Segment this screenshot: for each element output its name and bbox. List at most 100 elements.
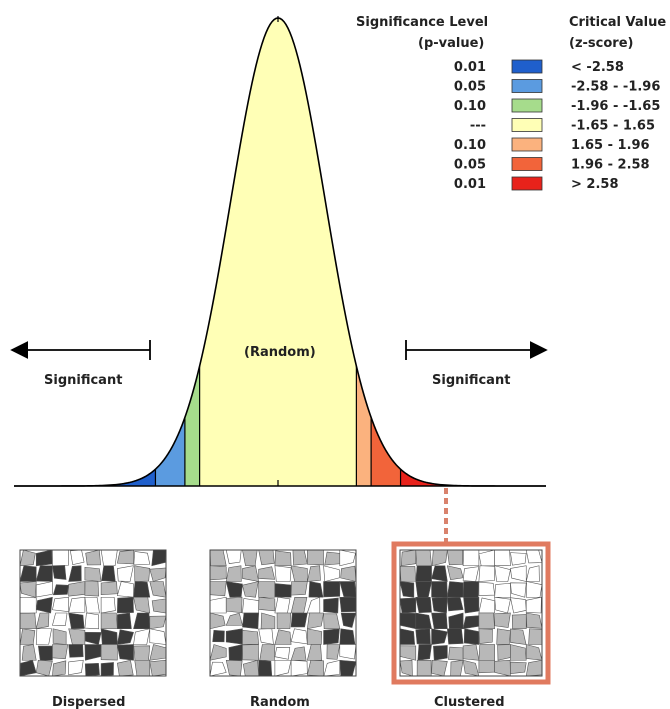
- legend-pvalue: 0.01: [454, 177, 486, 192]
- map-polygon: [447, 628, 464, 645]
- legend-row: --- -1.65 - 1.65: [470, 118, 655, 134]
- highlight-frame: [391, 541, 551, 685]
- map-border: [19, 549, 167, 677]
- map-polygon: [274, 550, 292, 567]
- map-polygon: [290, 565, 308, 582]
- legend-pvalue: 0.05: [454, 158, 486, 173]
- map-polygon: [68, 581, 86, 597]
- map-polygon: [525, 565, 540, 582]
- pattern-map-random: [209, 549, 357, 677]
- map-polygon: [242, 565, 260, 582]
- legend-row: 0.10 1.65 - 1.96: [454, 137, 650, 153]
- map-polygon: [225, 596, 243, 613]
- map-polygon: [339, 628, 356, 645]
- map-polygon: [133, 645, 151, 661]
- map-polygon: [306, 565, 321, 582]
- legend-zscore-subheader: (z-score): [569, 36, 633, 51]
- map-polygon: [35, 612, 50, 629]
- curve-region-n258-n196: [155, 18, 185, 486]
- map-polygon: [307, 628, 323, 645]
- map-polygon: [324, 551, 341, 566]
- map-polygon: [209, 612, 226, 630]
- map-polygon: [525, 581, 543, 598]
- map-polygon: [151, 549, 167, 567]
- map-polygon: [510, 582, 527, 598]
- map-polygon: [340, 612, 357, 628]
- map-polygon: [116, 581, 134, 598]
- map-polygon: [399, 597, 417, 614]
- map-polygon: [242, 659, 259, 677]
- map-polygon: [212, 629, 225, 643]
- map-polygon: [339, 596, 357, 613]
- map-polygon: [400, 549, 417, 567]
- map-polygon: [290, 659, 308, 677]
- map-polygon: [225, 628, 243, 645]
- map-polygon: [258, 596, 276, 612]
- map-polygon: [19, 549, 36, 567]
- map-polygon: [399, 581, 415, 598]
- map-polygon: [242, 598, 259, 614]
- map-polygon: [494, 596, 511, 614]
- legend-swatch: [511, 157, 543, 171]
- legend-critical-header: Critical Value: [569, 15, 666, 30]
- pattern-label-dispersed: Dispersed: [52, 695, 125, 709]
- map-polygon: [258, 659, 273, 677]
- map-polygon: [68, 612, 85, 630]
- map-polygon: [35, 581, 53, 598]
- map-polygon: [242, 612, 259, 630]
- map-polygon: [70, 549, 85, 566]
- map-polygon: [149, 659, 167, 677]
- map-polygon: [133, 596, 151, 614]
- map-polygon: [84, 644, 102, 661]
- map-polygon: [19, 628, 36, 645]
- legend-pvalue-subheader: (p-value): [418, 36, 484, 51]
- map-polygon: [494, 565, 511, 582]
- map-polygon: [399, 612, 417, 630]
- map-polygon: [415, 565, 432, 582]
- map-polygon: [478, 597, 495, 614]
- legend-swatch: [511, 137, 543, 152]
- map-polygon: [339, 549, 356, 567]
- legend-zscore: < -2.58: [571, 60, 624, 75]
- legend-zscore: -1.65 - 1.65: [571, 119, 655, 134]
- map-polygon: [478, 628, 493, 644]
- map-polygon: [415, 596, 432, 613]
- legend-row: 0.05 -2.58 - -1.96: [454, 79, 660, 95]
- pattern-label-random: Random: [250, 695, 310, 709]
- map-polygon: [209, 644, 227, 661]
- map-polygon: [525, 612, 543, 629]
- map-polygon: [339, 659, 357, 677]
- map-polygon: [101, 565, 116, 582]
- map-polygon: [84, 631, 102, 645]
- map-polygon: [133, 551, 151, 566]
- pattern-maps: [19, 541, 551, 685]
- map-polygon: [35, 628, 52, 645]
- map-polygon: [100, 596, 116, 614]
- map-polygon: [462, 581, 480, 598]
- map-polygon: [274, 659, 292, 677]
- map-polygon: [446, 581, 464, 598]
- map-polygon: [133, 612, 151, 630]
- map-polygon: [416, 659, 432, 677]
- map-polygon: [447, 596, 464, 612]
- map-polygon: [431, 596, 448, 614]
- map-polygon: [525, 644, 543, 661]
- map-polygon: [37, 645, 53, 661]
- map-polygon: [340, 565, 357, 582]
- map-polygon: [478, 644, 495, 661]
- map-polygon: [85, 549, 102, 566]
- map-polygon: [52, 565, 67, 580]
- map-polygon: [478, 549, 495, 567]
- map-polygon: [52, 596, 69, 613]
- map-polygon: [308, 581, 324, 598]
- map-polygon: [274, 583, 292, 598]
- map-polygon: [415, 581, 432, 598]
- legend-zscore: > 2.58: [571, 177, 619, 192]
- map-polygon: [462, 659, 480, 677]
- map-polygon: [84, 566, 102, 582]
- map-polygon: [84, 581, 99, 597]
- right-significant-label: Significant: [432, 373, 510, 388]
- map-polygon: [258, 549, 275, 566]
- legend-row: 0.10 -1.96 - -1.65: [454, 98, 660, 114]
- map-polygon: [35, 565, 53, 582]
